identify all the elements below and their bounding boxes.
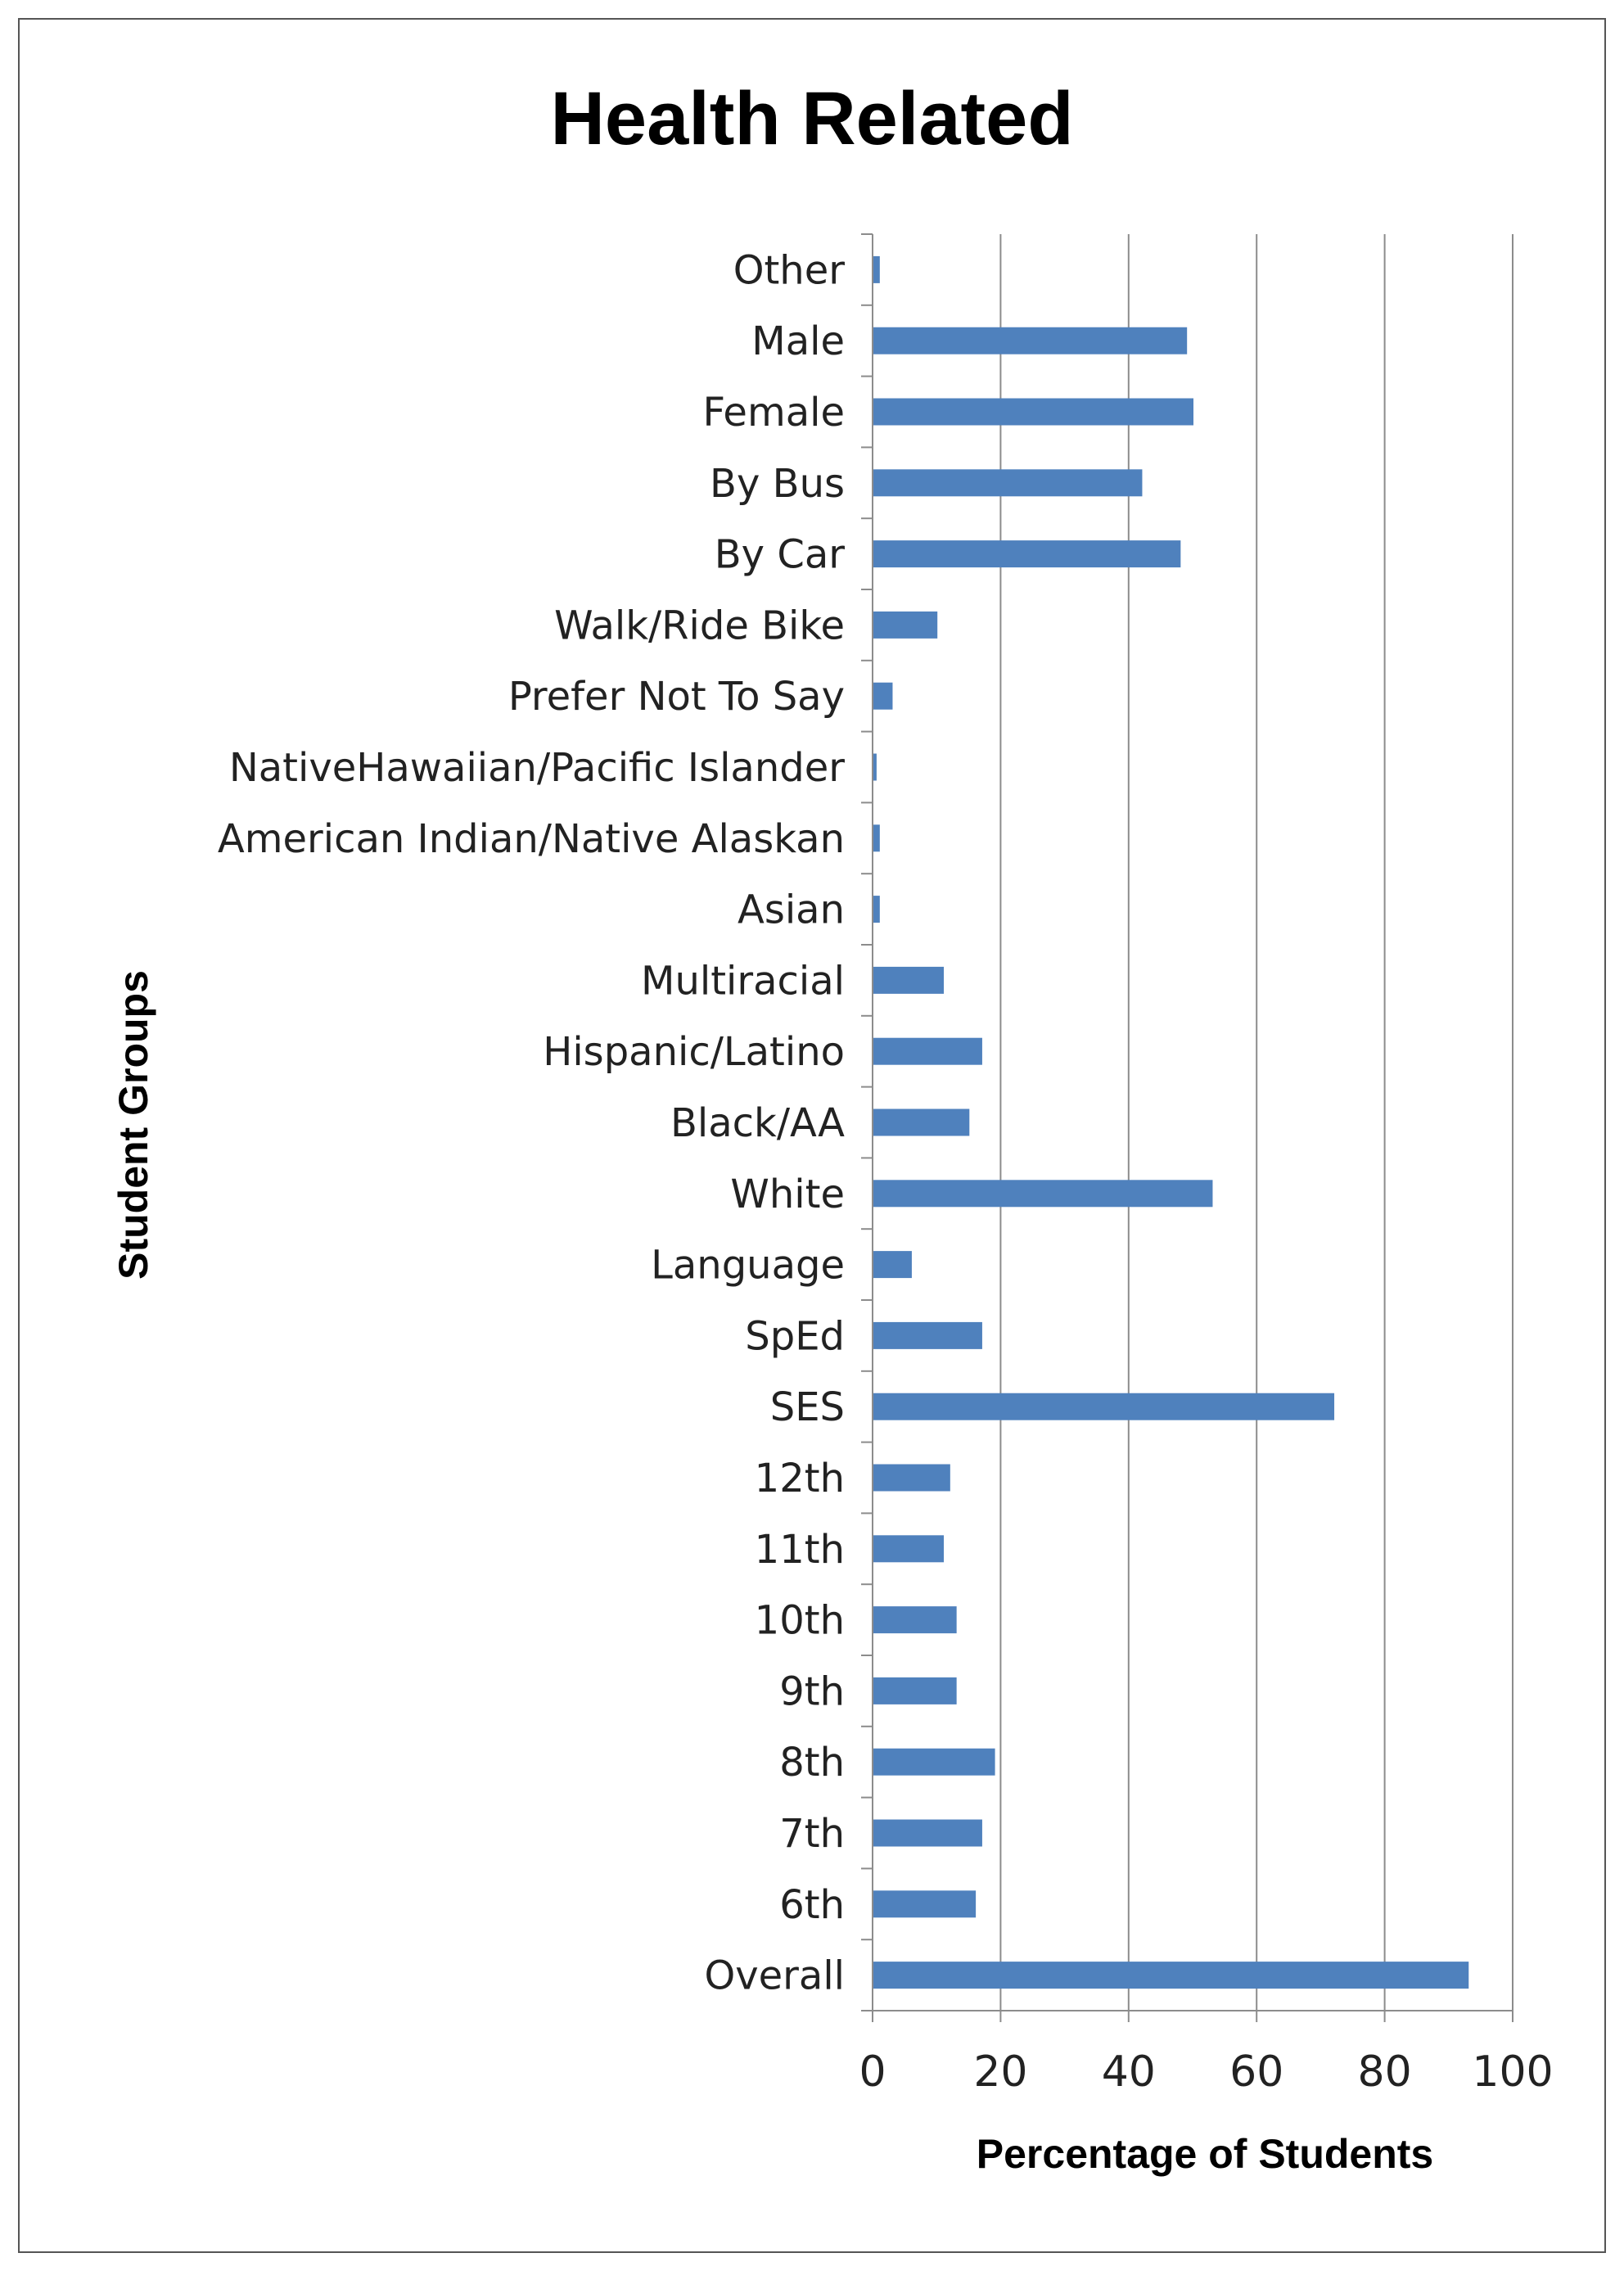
bar-hispanic-latino xyxy=(873,1037,982,1065)
category-label: SES xyxy=(770,1384,845,1430)
category-label: Overall xyxy=(704,1953,845,1999)
x-tick-label: 60 xyxy=(1229,2048,1283,2097)
chart-frame: Health Related Other Male Female By Bus By C… xyxy=(18,18,1606,2253)
bar-11th xyxy=(873,1535,945,1563)
category-label: Male xyxy=(751,318,845,364)
bar-7th xyxy=(873,1819,982,1847)
category-label: 11th xyxy=(755,1527,845,1573)
category-label: SpEd xyxy=(745,1313,845,1359)
bar-sped xyxy=(873,1321,982,1349)
category-label: 12th xyxy=(755,1456,845,1501)
gridlines xyxy=(999,234,1513,2011)
bar-nativehawaiian-pacific-islander xyxy=(873,753,877,781)
category-label: By Bus xyxy=(710,461,845,507)
category-label: 6th xyxy=(779,1882,845,1928)
bar-chart: Health Related Other Male Female By Bus By C… xyxy=(111,77,1554,2177)
category-label: American Indian/Native Alaskan xyxy=(218,816,845,862)
category-label: White xyxy=(730,1172,845,1217)
category-label: 8th xyxy=(779,1740,845,1786)
category-label: Asian xyxy=(738,887,845,933)
category-label: Prefer Not To Say xyxy=(508,674,845,720)
bar-12th xyxy=(873,1464,950,1492)
category-label: Language xyxy=(651,1243,845,1289)
x-axis-title: Percentage of Students xyxy=(977,2131,1433,2177)
bar-other xyxy=(873,255,880,283)
category-label: Multiracial xyxy=(641,958,845,1004)
bar-9th xyxy=(873,1677,957,1704)
bar-8th xyxy=(873,1748,995,1776)
bar-language xyxy=(873,1251,912,1279)
x-tick-label: 40 xyxy=(1102,2048,1156,2097)
category-label: 7th xyxy=(779,1811,845,1857)
bar-american-indian-native-alaskan xyxy=(873,824,880,852)
x-tick-label: 80 xyxy=(1358,2048,1412,2097)
y-axis-title: Student Groups xyxy=(111,970,156,1280)
x-tick-label: 100 xyxy=(1472,2048,1553,2097)
category-label: 9th xyxy=(779,1668,845,1714)
bar-asian xyxy=(873,896,880,923)
bar-by-bus xyxy=(873,469,1143,497)
category-label: 10th xyxy=(755,1598,845,1644)
bars xyxy=(873,255,1469,1989)
category-labels: Other Male Female By Bus By Car Walk/Ride Bik… xyxy=(218,247,845,1998)
category-label: Walk/Ride Bike xyxy=(554,603,845,648)
axes xyxy=(861,233,1513,2022)
category-label: NativeHawaiian/Pacific Islander xyxy=(229,745,845,791)
bar-multiracial xyxy=(873,966,945,994)
x-tick-label: 0 xyxy=(859,2048,886,2097)
category-label: Female xyxy=(702,390,845,436)
category-label: Black/AA xyxy=(670,1100,845,1146)
tick-labels: 0 20 40 60 80 100 xyxy=(859,2048,1553,2097)
bar-walk-ride-bike xyxy=(873,611,938,639)
chart-title: Health Related xyxy=(550,77,1073,160)
category-label: Hispanic/Latino xyxy=(543,1029,845,1075)
x-tick-label: 20 xyxy=(973,2048,1027,2097)
bar-overall xyxy=(873,1962,1469,1989)
bar-white xyxy=(873,1180,1213,1208)
bar-female xyxy=(873,398,1193,426)
bar-ses xyxy=(873,1393,1335,1420)
bar-prefer-not-to-say xyxy=(873,682,893,710)
bar-10th xyxy=(873,1606,957,1634)
bar-black-aa xyxy=(873,1108,970,1136)
category-label: Other xyxy=(733,247,846,293)
bar-male xyxy=(873,327,1188,354)
category-label: By Car xyxy=(715,532,846,578)
bar-by-car xyxy=(873,540,1181,568)
bar-6th xyxy=(873,1890,977,1918)
